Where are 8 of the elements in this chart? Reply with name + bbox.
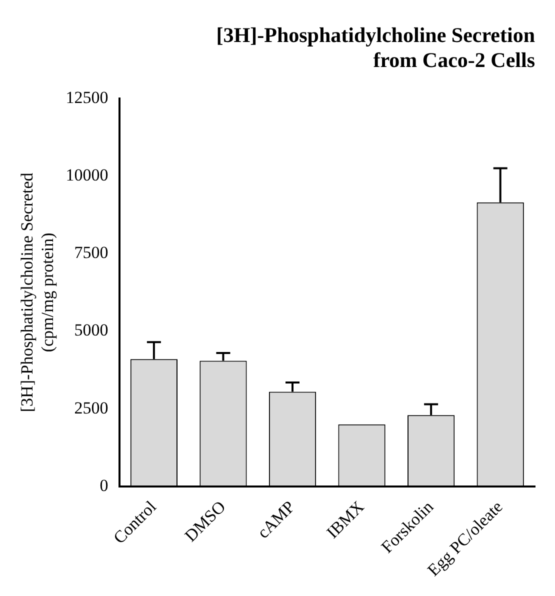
y-tick-label: 10000: [66, 165, 108, 184]
y-tick-label: 0: [100, 476, 108, 495]
y-tick-label: 7500: [74, 243, 108, 262]
y-tick-label: 5000: [74, 320, 108, 340]
y-axis-title: [3H]-Phosphatidylcholine Secreted (cpm/mg protein): [18, 172, 58, 412]
y-tick-label: 2500: [74, 398, 108, 418]
y-tick-label: 12500: [66, 88, 108, 107]
chart-title: [3H]-Phosphatidylcholine Secretion from Caco-2 Cells: [216, 23, 536, 72]
